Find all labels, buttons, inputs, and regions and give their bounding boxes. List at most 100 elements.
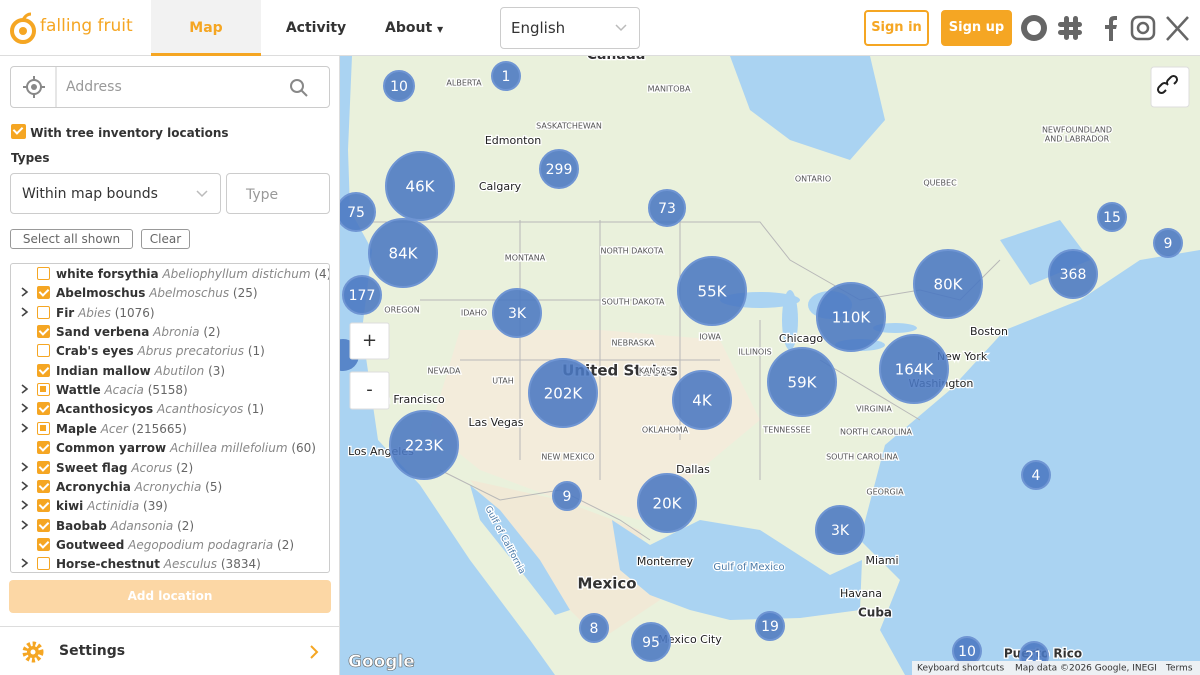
- type-checkbox[interactable]: [37, 344, 50, 358]
- logo-text[interactable]: falling fruit: [40, 16, 133, 36]
- type-scientific: Achillea millefolium: [169, 441, 288, 456]
- type-checkbox[interactable]: [37, 421, 50, 435]
- select-all-button[interactable]: Select all shown: [10, 229, 133, 249]
- cluster[interactable]: 20K: [637, 473, 697, 533]
- cluster[interactable]: 9: [552, 481, 582, 511]
- type-row[interactable]: Abelmoschus Abelmoschus (25): [11, 284, 329, 303]
- expand-chevron[interactable]: [21, 400, 33, 419]
- x-icon[interactable]: [1166, 16, 1189, 41]
- cluster[interactable]: 95: [631, 622, 671, 662]
- expand-chevron[interactable]: [21, 284, 33, 303]
- type-row[interactable]: Baobab Adansonia (2): [11, 517, 329, 536]
- type-row[interactable]: white forsythia Abeliophyllum distichum …: [11, 265, 329, 284]
- settings-row[interactable]: Settings: [0, 626, 340, 675]
- cluster[interactable]: 223K: [389, 410, 459, 480]
- expand-chevron[interactable]: [21, 420, 33, 439]
- type-checkbox[interactable]: [37, 557, 50, 571]
- sign-in-button[interactable]: Sign in: [864, 10, 929, 46]
- cluster[interactable]: 3K: [492, 288, 542, 338]
- map[interactable]: Canada ALBERTA MANITOBA SASKATCHEWAN Edmonto…: [340, 56, 1200, 675]
- type-input[interactable]: Type: [226, 173, 330, 214]
- instagram-icon[interactable]: [1130, 15, 1156, 41]
- cluster[interactable]: 19: [755, 611, 785, 641]
- zoom-in-button[interactable]: [349, 322, 390, 360]
- type-checkbox[interactable]: [37, 537, 50, 551]
- address-search[interactable]: Address: [10, 66, 330, 108]
- nav-about[interactable]: About ▼: [385, 20, 444, 36]
- cluster[interactable]: 10: [952, 636, 982, 666]
- cluster[interactable]: 9: [1153, 228, 1183, 258]
- cluster[interactable]: 15: [1097, 202, 1127, 232]
- cluster[interactable]: 8: [579, 613, 609, 643]
- nav-map[interactable]: Map: [151, 0, 261, 56]
- type-row[interactable]: Fir Abies (1076): [11, 304, 329, 323]
- cluster[interactable]: 73: [648, 189, 686, 227]
- type-row[interactable]: Maple Acer (215665): [11, 420, 329, 439]
- cluster[interactable]: 80K: [913, 249, 983, 319]
- types-select[interactable]: Within map bounds: [10, 173, 221, 214]
- type-row[interactable]: Horse-chestnut Aesculus (3834): [11, 555, 329, 572]
- type-checkbox[interactable]: [37, 286, 50, 300]
- cluster[interactable]: 299: [539, 149, 579, 189]
- cluster[interactable]: 368: [1048, 249, 1098, 299]
- add-location-button[interactable]: Add location: [9, 580, 331, 613]
- type-checkbox[interactable]: [37, 441, 50, 455]
- cluster[interactable]: 202K: [528, 358, 598, 428]
- expand-chevron[interactable]: [21, 304, 33, 323]
- keyboard-shortcuts[interactable]: Keyboard shortcuts: [917, 664, 1004, 674]
- type-checkbox[interactable]: [37, 479, 50, 493]
- type-row[interactable]: kiwi Actinidia (39): [11, 497, 329, 516]
- type-checkbox[interactable]: [37, 518, 50, 532]
- slack-icon[interactable]: [1058, 16, 1082, 40]
- cluster[interactable]: 10: [383, 70, 415, 102]
- type-checkbox[interactable]: [37, 267, 50, 280]
- expand-chevron[interactable]: [21, 517, 33, 536]
- type-checkbox[interactable]: [37, 499, 50, 513]
- expand-chevron[interactable]: [21, 555, 33, 572]
- cluster[interactable]: 75: [340, 192, 376, 232]
- cluster[interactable]: 164K: [879, 334, 949, 404]
- type-common: Sweet flag: [56, 460, 128, 475]
- type-common: Indian mallow: [56, 363, 151, 378]
- type-row[interactable]: Goutweed Aegopodium podagraria (2): [11, 536, 329, 555]
- type-checkbox[interactable]: [37, 305, 50, 319]
- language-select[interactable]: English: [500, 7, 640, 49]
- cluster[interactable]: 4: [1021, 460, 1051, 490]
- facebook-icon[interactable]: [1105, 16, 1117, 41]
- type-checkbox[interactable]: [37, 460, 50, 474]
- type-checkbox[interactable]: [37, 325, 50, 339]
- type-checkbox[interactable]: [37, 402, 50, 416]
- cluster[interactable]: 110K: [816, 282, 886, 352]
- nav-activity[interactable]: Activity: [285, 20, 347, 36]
- clear-button[interactable]: Clear: [141, 229, 190, 249]
- type-row[interactable]: Wattle Acacia (5158): [11, 381, 329, 400]
- type-checkbox[interactable]: [37, 363, 50, 377]
- type-row[interactable]: Acanthosicyos Acanthosicyos (1): [11, 400, 329, 419]
- type-row[interactable]: Crab's eyes Abrus precatorius (1): [11, 342, 329, 361]
- type-row[interactable]: Sand verbena Abronia (2): [11, 323, 329, 342]
- terms[interactable]: Terms: [1165, 664, 1193, 674]
- expand-chevron[interactable]: [21, 497, 33, 516]
- sign-up-button[interactable]: Sign up: [941, 10, 1012, 46]
- cluster[interactable]: 3K: [815, 505, 865, 555]
- cluster[interactable]: 1: [491, 61, 521, 91]
- cluster[interactable]: 46K: [385, 151, 455, 221]
- cluster-circle: [340, 192, 376, 232]
- inventory-checkbox[interactable]: With tree inventory locations: [11, 124, 229, 140]
- type-row[interactable]: Indian mallow Abutilon (3): [11, 362, 329, 381]
- cluster-label: 164K: [895, 361, 935, 379]
- cluster[interactable]: 4K: [672, 370, 732, 430]
- cluster[interactable]: 177: [342, 275, 382, 315]
- type-row[interactable]: Sweet flag Acorus (2): [11, 459, 329, 478]
- cluster[interactable]: 59K: [767, 347, 837, 417]
- type-row[interactable]: Acronychia Acronychia (5): [11, 478, 329, 497]
- expand-chevron[interactable]: [21, 381, 33, 400]
- cluster[interactable]: 55K: [677, 256, 747, 326]
- type-checkbox[interactable]: [37, 383, 50, 397]
- expand-chevron[interactable]: [21, 459, 33, 478]
- link-button[interactable]: [1150, 66, 1190, 108]
- cluster[interactable]: 84K: [368, 218, 438, 288]
- zoom-out-button[interactable]: [349, 371, 390, 410]
- type-row[interactable]: Common yarrow Achillea millefolium (60): [11, 439, 329, 458]
- expand-chevron[interactable]: [21, 478, 33, 497]
